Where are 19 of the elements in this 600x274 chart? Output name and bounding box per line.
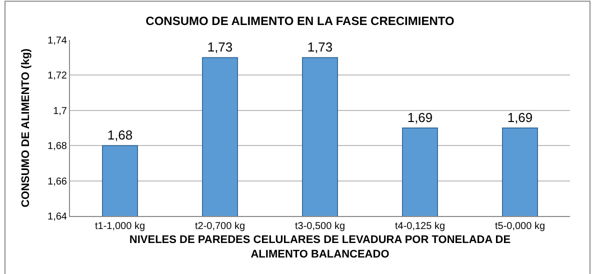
y-tick-label: 1,7 [53, 106, 68, 117]
x-tick-label: t5-0,000 kg [494, 221, 546, 232]
data-label: 1,68 [107, 128, 133, 143]
y-tick-label: 1,66 [48, 176, 68, 188]
x-tick-label: t2-0,700 kg [194, 221, 246, 232]
y-axis-title: CONSUMO DE ALIMENTO (kg) [20, 48, 32, 208]
y-tick-label: 1,64 [48, 212, 68, 222]
x-axis-title: NIVELES DE PAREDES CELULARES DE LEVADURA POR TONELADA DE ALIMENTO BALANCEADO [129, 234, 511, 260]
x-tick-label: t3-0,500 kg [294, 221, 346, 232]
y-tick-label: 1,72 [48, 70, 68, 82]
chart-title: CONSUMO DE ALIMENTO EN LA FASE CRECIMIENTO [146, 14, 454, 28]
y-tick-label: 1,74 [48, 36, 68, 46]
y-tick-label: 1,68 [48, 141, 68, 152]
x-tick-label: t1-1,000 kg [94, 221, 146, 232]
data-label: 1,69 [407, 110, 433, 125]
data-label: 1,73 [207, 40, 233, 55]
x-tick-label: t4-0,125 kg [394, 221, 446, 232]
data-label: 1,73 [307, 40, 333, 55]
data-label: 1,69 [507, 110, 533, 125]
